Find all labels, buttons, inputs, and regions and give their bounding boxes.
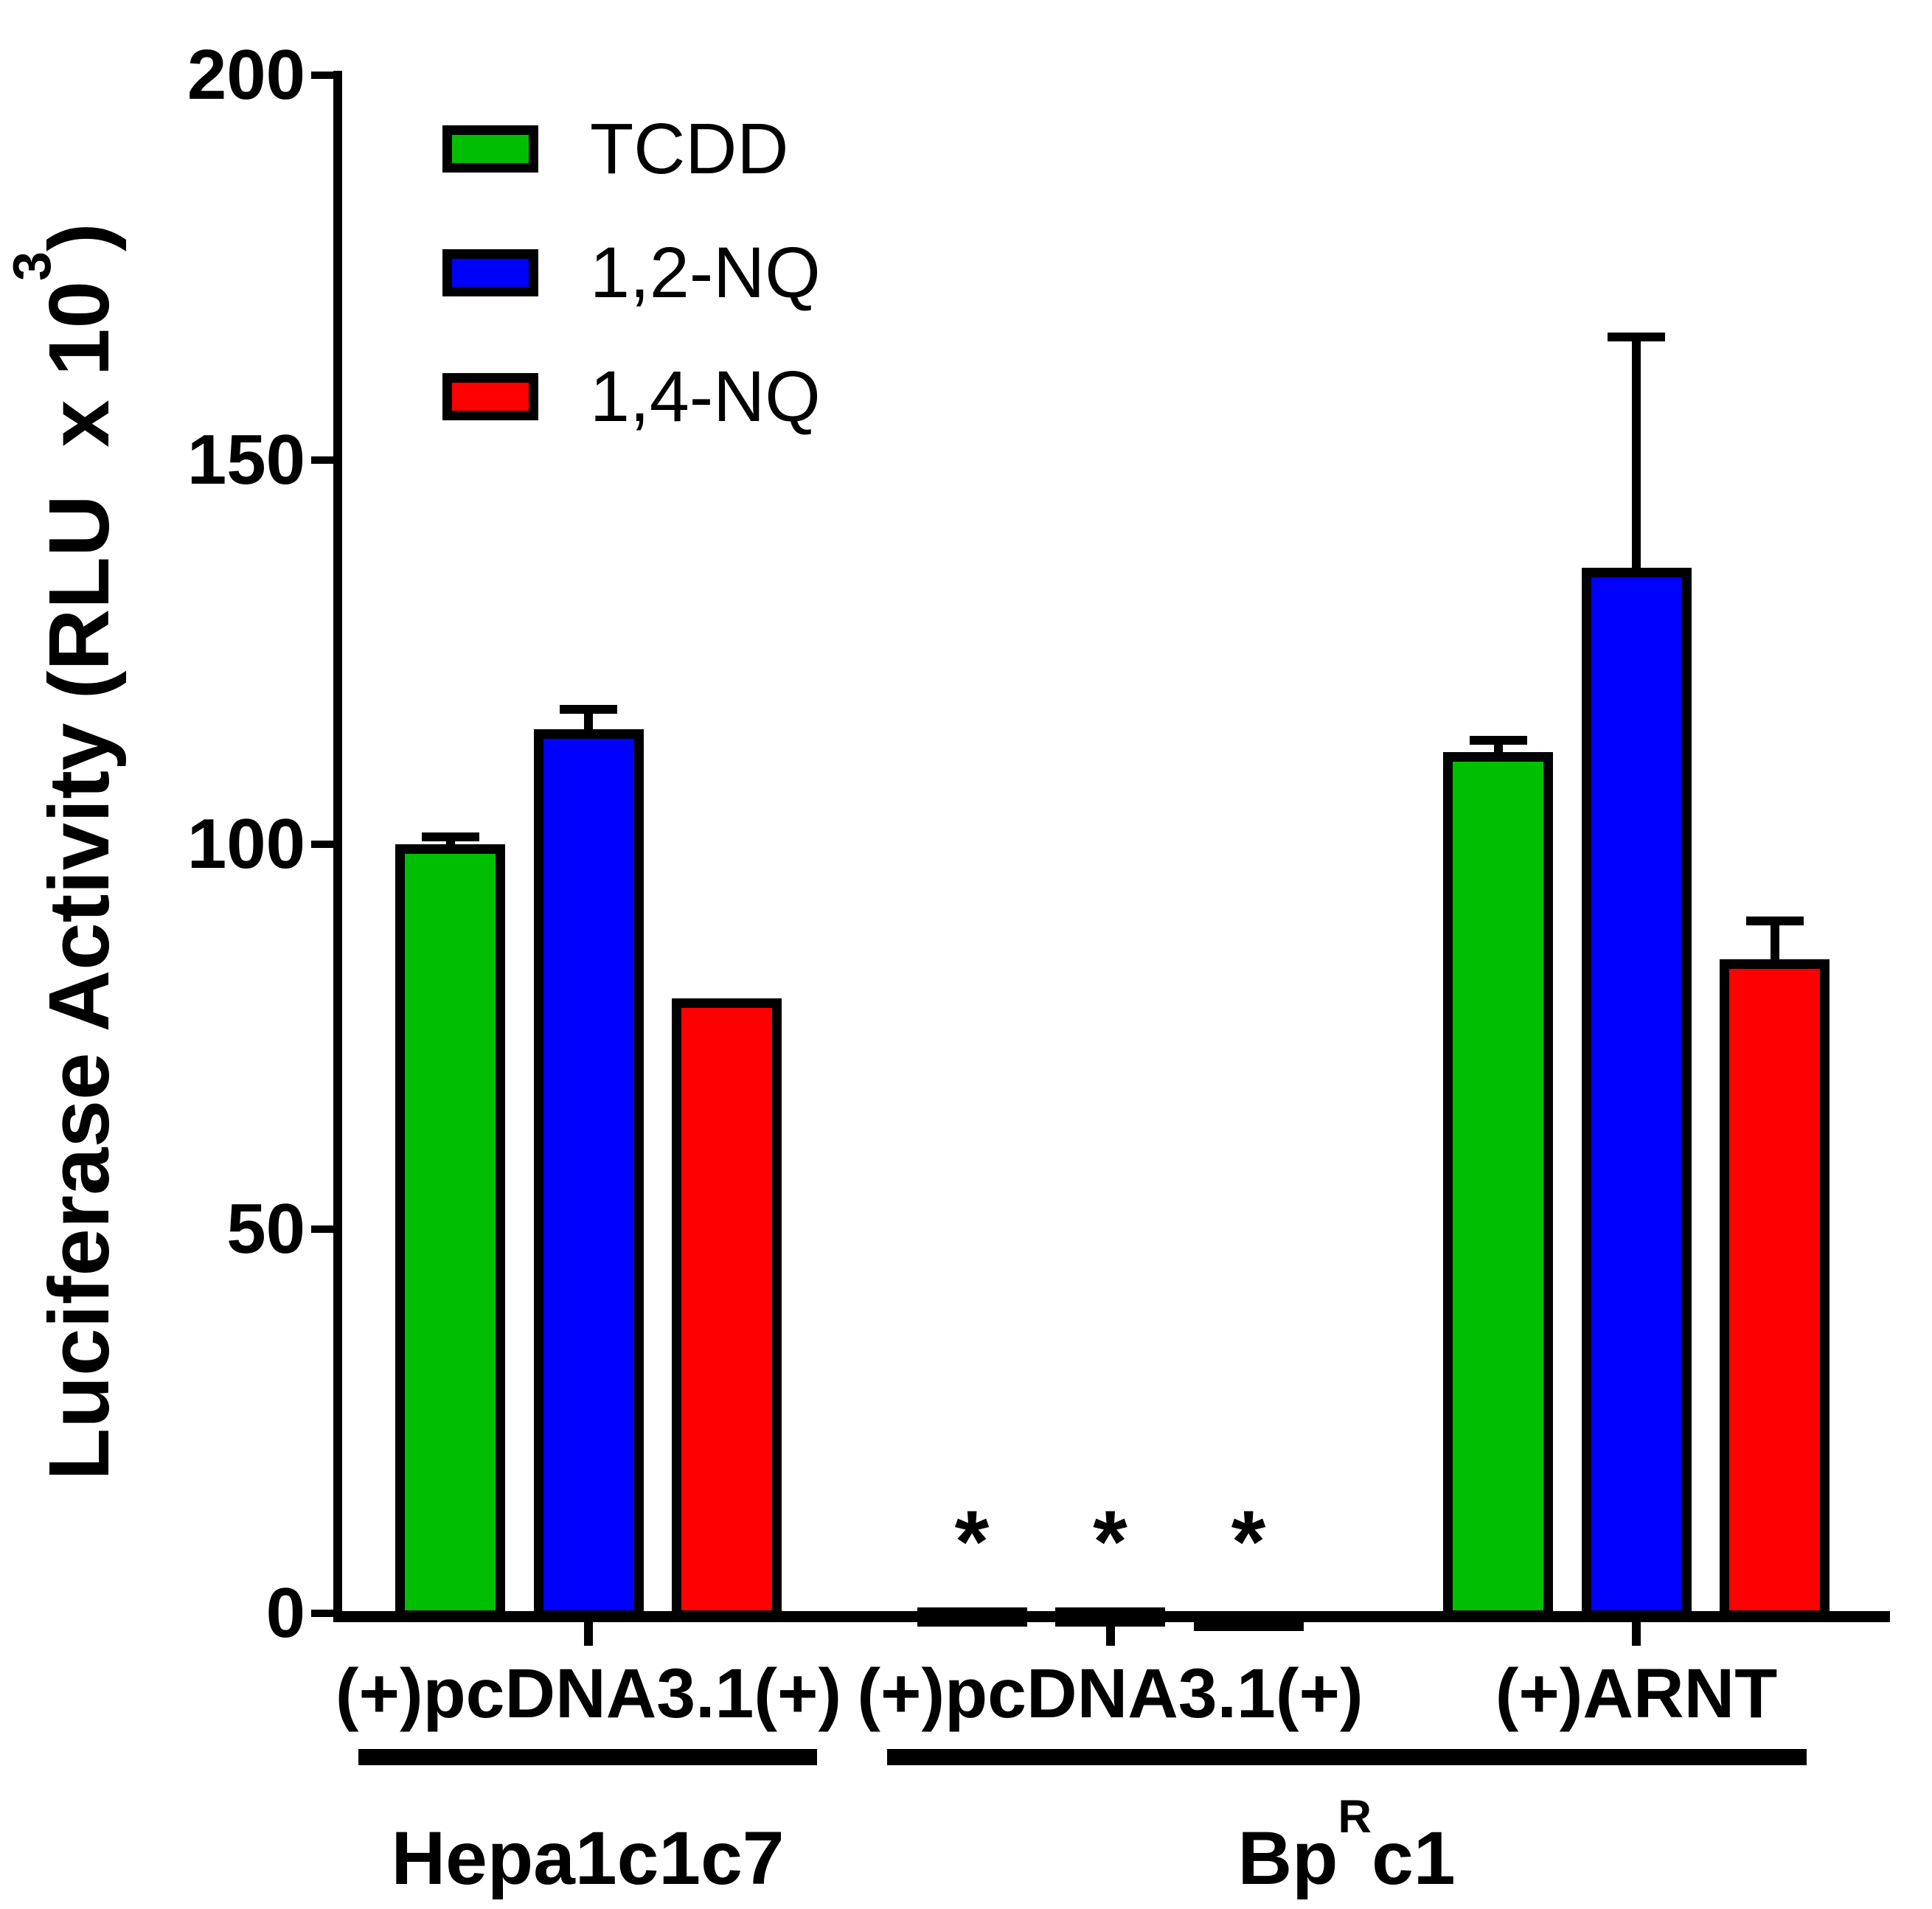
y-tick	[311, 72, 333, 79]
bar-1,4-nq	[1193, 1611, 1304, 1631]
x-category-label: (+)pcDNA3.1(+)	[335, 1655, 842, 1733]
y-tick	[311, 456, 333, 464]
x-category-label: (+)ARNT	[1495, 1655, 1778, 1733]
y-tick-label: 200	[187, 35, 305, 114]
legend-label: TCDD	[590, 108, 789, 189]
bar-tcdd	[1443, 751, 1553, 1620]
cell-line-label-superscript: R	[1338, 1791, 1372, 1843]
y-tick	[311, 1225, 333, 1233]
significance-asterisk: *	[954, 1492, 990, 1591]
cell-line-label: BpRc1	[1237, 1794, 1456, 1902]
cell-line-label-suffix: c1	[1372, 1816, 1456, 1900]
error-bar-cap	[421, 832, 479, 841]
error-bar-cap	[560, 705, 617, 714]
significance-asterisk: *	[1093, 1492, 1127, 1591]
error-bar-cap	[1745, 917, 1804, 926]
legend-swatch-1,4-nq	[442, 373, 538, 420]
cell-line-underline	[887, 1749, 1807, 1765]
y-tick-label: 150	[187, 420, 305, 499]
cell-line-label-text: Bp	[1237, 1816, 1338, 1900]
y-tick	[311, 1610, 333, 1617]
x-tick	[1105, 1622, 1115, 1646]
cell-line-underline	[358, 1749, 817, 1765]
error-bar-line	[1632, 336, 1641, 574]
y-tick-label: 0	[265, 1574, 305, 1652]
x-tick	[1632, 1622, 1641, 1646]
significance-asterisk: *	[1231, 1492, 1266, 1591]
error-bar-line	[584, 709, 593, 735]
error-bar-cap	[1469, 736, 1527, 745]
legend-label: 1,2-NQ	[590, 232, 821, 313]
bar-1,4-nq	[1720, 959, 1830, 1620]
x-tick	[584, 1622, 593, 1646]
y-tick-label: 100	[187, 804, 305, 883]
legend-label: 1,4-NQ	[590, 356, 821, 437]
y-axis-line	[333, 71, 342, 1622]
error-bar-line	[1770, 921, 1779, 966]
bar-1,2-nq	[533, 729, 644, 1620]
legend-swatch-tcdd	[442, 125, 538, 173]
y-tick-label: 50	[226, 1189, 305, 1268]
y-tick	[311, 841, 333, 848]
bar-1,4-nq	[672, 998, 782, 1620]
bar-1,2-nq	[1055, 1607, 1165, 1627]
legend-swatch-1,2-nq	[442, 249, 538, 296]
bar-tcdd	[395, 844, 505, 1620]
y-axis-title-suffix: )	[31, 223, 127, 251]
x-category-label: (+)pcDNA3.1(+)	[857, 1655, 1363, 1733]
y-axis-title-superscript: 3	[2, 251, 62, 281]
error-bar-cap	[1608, 332, 1665, 341]
cell-line-label: Hepa1c1c7	[391, 1815, 784, 1902]
bar-tcdd	[917, 1607, 1027, 1627]
bar-1,2-nq	[1581, 567, 1692, 1620]
cell-line-label-text: Hepa1c1c7	[391, 1816, 785, 1900]
